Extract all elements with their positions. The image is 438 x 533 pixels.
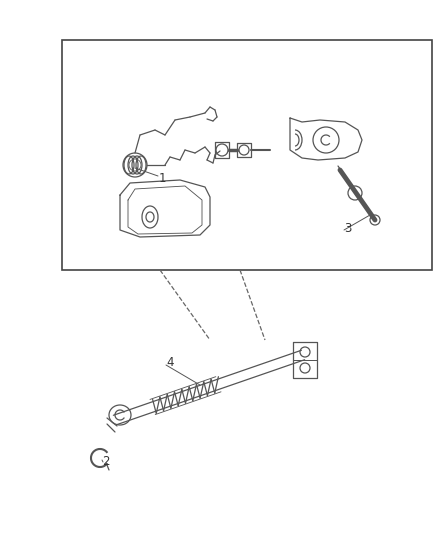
Bar [62,40,431,270]
Text: 1: 1 [159,172,166,184]
Text: 2: 2 [102,456,109,469]
Text: 4: 4 [166,357,173,369]
Text: 3: 3 [343,222,350,235]
